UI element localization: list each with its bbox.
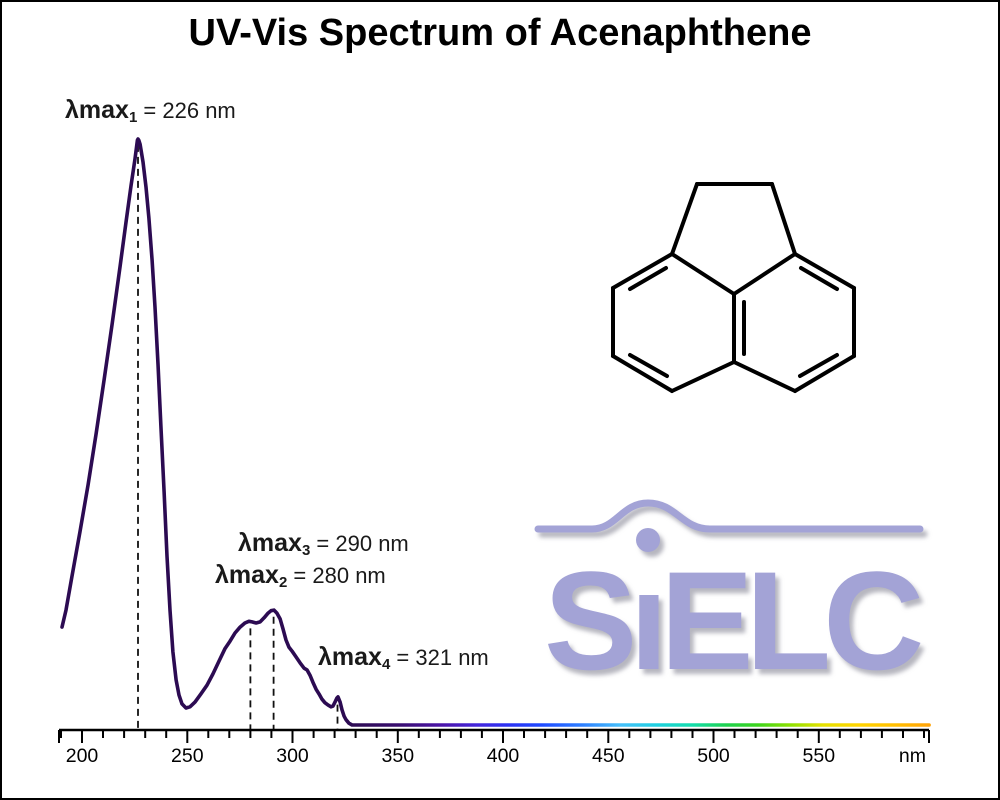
peak-wavelength-value: = 290 nm (310, 531, 409, 556)
chart-title: UV-Vis Spectrum of Acenaphthene (188, 12, 812, 54)
peak-annotation-3: λmax3 = 290 nm (238, 529, 409, 559)
axis-tick-label: 300 (276, 745, 309, 767)
peak-subscript: 3 (301, 542, 311, 560)
lambda-max-label: λmax (65, 96, 129, 124)
lambda-max-label: λmax (318, 643, 382, 671)
logo-wordmark: SıELC (544, 542, 921, 687)
peak-subscript: 4 (381, 656, 391, 674)
axis-tick-label: 350 (382, 745, 415, 767)
logo-letter-s: S (544, 542, 632, 687)
peak-annotation-1: λmax1 = 226 nm (65, 96, 236, 126)
peak-annotation-2: λmax2 = 280 nm (215, 561, 386, 591)
peak-subscript: 2 (278, 574, 288, 592)
logo-i-dot (636, 528, 660, 552)
axis-tick-label: 400 (487, 745, 520, 767)
peak-wavelength-value: = 321 nm (390, 645, 489, 670)
axis-tick-label: 200 (66, 745, 99, 767)
lambda-max-label: λmax (238, 529, 302, 557)
axis-tick-label: 450 (592, 745, 625, 767)
axis-tick-label: 550 (803, 745, 836, 767)
peak-annotation-4: λmax4 = 321 nm (318, 643, 489, 673)
sielc-logo: SıELC (534, 499, 929, 687)
peak-wavelength-value: = 280 nm (287, 563, 386, 588)
axis-unit-label: nm (899, 745, 926, 767)
peak-wavelength-value: = 226 nm (137, 98, 236, 123)
axis-tick-label: 250 (171, 745, 204, 767)
logo-chromatogram-line (534, 499, 924, 533)
logo-letter-i: ı (629, 542, 660, 687)
lambda-max-label: λmax (215, 561, 279, 589)
spectrum-curve (60, 137, 931, 727)
logo-letters-elc: ELC (660, 542, 921, 687)
axis-tick-label: 500 (697, 745, 730, 767)
peak-subscript: 1 (128, 109, 138, 127)
